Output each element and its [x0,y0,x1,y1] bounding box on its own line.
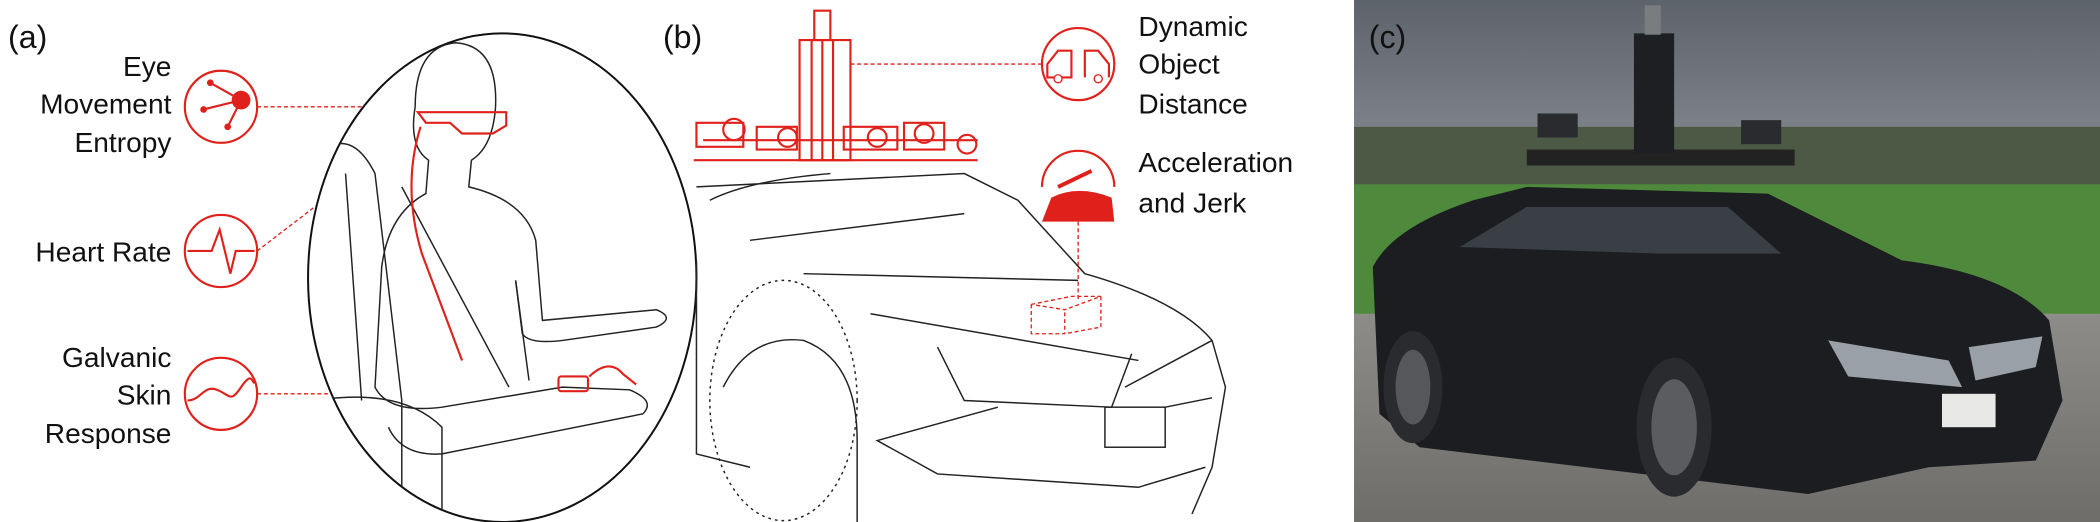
car-drawing [695,172,1227,522]
signal-text: Heart Rate [35,237,171,268]
imu-box [1030,295,1102,335]
signal-text: Entropy [75,127,172,158]
signal-text: Distance [1138,89,1247,120]
leader-lines [850,63,1079,302]
signal-text: Eye [123,51,171,82]
panel-label: (b) [663,19,702,55]
signal-text: Acceleration [1138,147,1293,178]
signal-text: Response [45,418,172,449]
signal-text: Galvanic [62,342,171,373]
distance-icon [1040,26,1116,102]
signal-text: Movement [40,89,171,120]
gsr-icon [183,356,259,431]
signal-labels: Eye Movement Entropy Heart Rate Galvanic… [35,51,171,449]
signal-text: Dynamic [1138,11,1247,42]
eye-icon [183,69,259,144]
signal-text: Object [1138,48,1219,79]
panel-label: (c) [1369,19,1406,55]
signal-text: Skin [117,380,172,411]
sensor-rack [693,9,978,162]
signal-text: and Jerk [1138,187,1247,218]
photo [1354,0,2100,522]
acceleration-icon [1040,149,1116,222]
driver-ellipse [307,32,698,522]
panel-label: (a) [8,19,47,55]
heart-icon [183,213,259,289]
driver-drawing [314,41,668,522]
